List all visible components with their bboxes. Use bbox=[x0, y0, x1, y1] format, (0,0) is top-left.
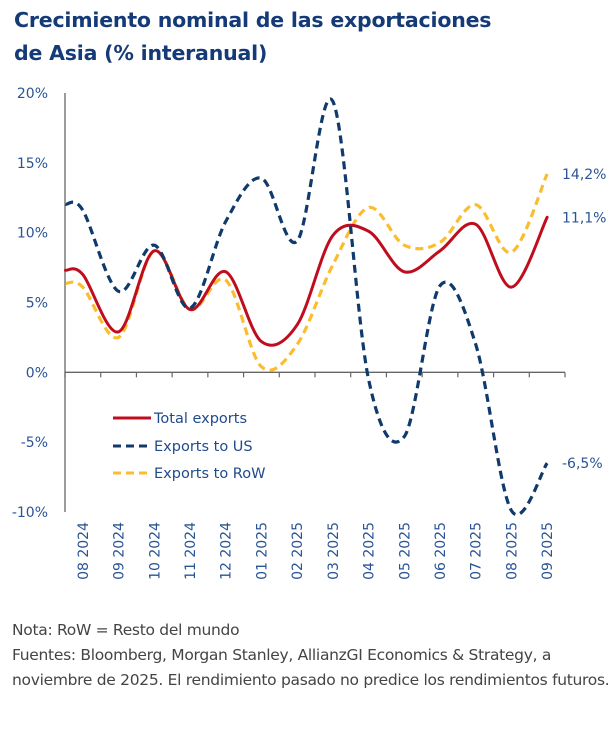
x-tick-label: 10 2024 bbox=[147, 522, 163, 580]
end-labels: 11,1% -6,5% 14,2% bbox=[562, 167, 606, 472]
note-text: Nota: RoW = Resto del mundo bbox=[12, 621, 240, 639]
exports-to-us-line bbox=[64, 97, 549, 516]
x-tick-label: 03 2025 bbox=[326, 522, 342, 580]
x-tick-label: 07 2025 bbox=[469, 522, 485, 580]
y-tick-label: 20% bbox=[17, 86, 48, 102]
y-tick-label: 0% bbox=[26, 365, 48, 381]
y-tick-label: -5% bbox=[21, 435, 48, 451]
legend-label: Total exports bbox=[153, 411, 247, 427]
x-tick-label: 09 2025 bbox=[540, 522, 556, 580]
x-tick-label: 01 2025 bbox=[254, 522, 270, 580]
y-tick-label: 15% bbox=[17, 156, 48, 172]
exports-to-row-line bbox=[65, 173, 549, 372]
x-ticks bbox=[64, 372, 566, 378]
legend-label: Exports to US bbox=[154, 439, 253, 455]
total-exports-line bbox=[64, 215, 549, 347]
x-tick-label: 08 2024 bbox=[76, 522, 92, 580]
y-tick-label: 10% bbox=[17, 226, 48, 242]
end-value-label: -6,5% bbox=[562, 456, 603, 472]
end-value-label: 11,1% bbox=[562, 210, 606, 226]
y-tick-label: 5% bbox=[26, 296, 48, 312]
chart-title: Crecimiento nominal de las exportaciones… bbox=[14, 4, 604, 70]
chart-title-line-1: Crecimiento nominal de las exportaciones bbox=[14, 8, 492, 32]
sources-text: Fuentes: Bloomberg, Morgan Stanley, Alli… bbox=[12, 646, 610, 689]
legend-label: Exports to RoW bbox=[154, 466, 265, 482]
x-tick-labels: 08 2024 09 2024 10 2024 11 2024 12 2024 01 20… bbox=[76, 522, 556, 580]
chart-notes: Nota: RoW = Resto del mundo Fuentes: Blo… bbox=[12, 618, 610, 693]
legend: Total exports Exports to US Exports to RoW bbox=[113, 411, 265, 482]
x-tick-label: 05 2025 bbox=[397, 522, 413, 580]
end-value-label: 14,2% bbox=[562, 167, 606, 183]
x-tick-label: 12 2024 bbox=[219, 522, 235, 580]
x-tick-label: 09 2024 bbox=[112, 522, 128, 580]
chart-title-line-2: de Asia (% interanual) bbox=[14, 41, 268, 65]
x-tick-label: 04 2025 bbox=[362, 522, 378, 580]
x-tick-label: 08 2025 bbox=[504, 522, 520, 580]
series-lines bbox=[64, 97, 549, 516]
y-tick-label: -10% bbox=[12, 505, 48, 521]
y-axis: 20% 15% 10% 5% 0% -5% -10% bbox=[12, 86, 66, 521]
x-tick-label: 06 2025 bbox=[433, 522, 449, 580]
x-axis: 08 2024 09 2024 10 2024 11 2024 12 2024 01 20… bbox=[64, 371, 566, 580]
x-tick-label: 02 2025 bbox=[290, 522, 306, 580]
y-tick-labels: 20% 15% 10% 5% 0% -5% -10% bbox=[12, 86, 48, 521]
x-tick-label: 11 2024 bbox=[183, 522, 199, 580]
chart-svg: 20% 15% 10% 5% 0% -5% -10% 08 2024 09 2024 10 20… bbox=[12, 86, 607, 580]
